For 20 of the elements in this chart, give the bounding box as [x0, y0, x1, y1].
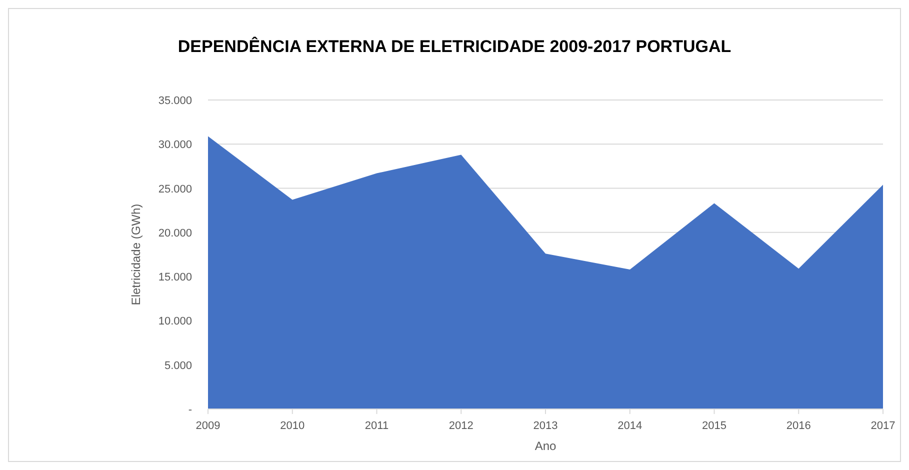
y-tick-label: 15.000 [158, 272, 192, 284]
y-axis-title: Eletricidade (GWh) [129, 204, 143, 306]
x-tick-label: 2017 [870, 420, 896, 432]
x-tick-label: 2012 [448, 420, 474, 432]
y-tick-label: 30.000 [158, 139, 192, 152]
y-tick-label: 35.000 [158, 95, 192, 107]
x-tick-label: 2009 [196, 420, 220, 432]
y-tick-label: 5.000 [164, 360, 192, 372]
y-tick-label: 20.000 [158, 227, 192, 240]
x-tick-label: 2015 [702, 420, 726, 432]
x-tick-label: 2013 [533, 420, 558, 432]
x-tick-label: 2010 [280, 420, 305, 432]
y-tick-label: 25.000 [158, 183, 192, 196]
x-tick-label: 2016 [786, 420, 811, 432]
x-tick-label: 2011 [364, 420, 389, 432]
chart-title: DEPENDÊNCIA EXTERNA DE ELETRICIDADE 2009-2017 PORTUGAL [178, 36, 732, 56]
y-tick-label: 10.000 [158, 316, 192, 328]
x-tick-label: 2014 [618, 420, 642, 432]
y-tick-label: - [188, 404, 192, 416]
x-axis-title: Ano [534, 439, 556, 453]
